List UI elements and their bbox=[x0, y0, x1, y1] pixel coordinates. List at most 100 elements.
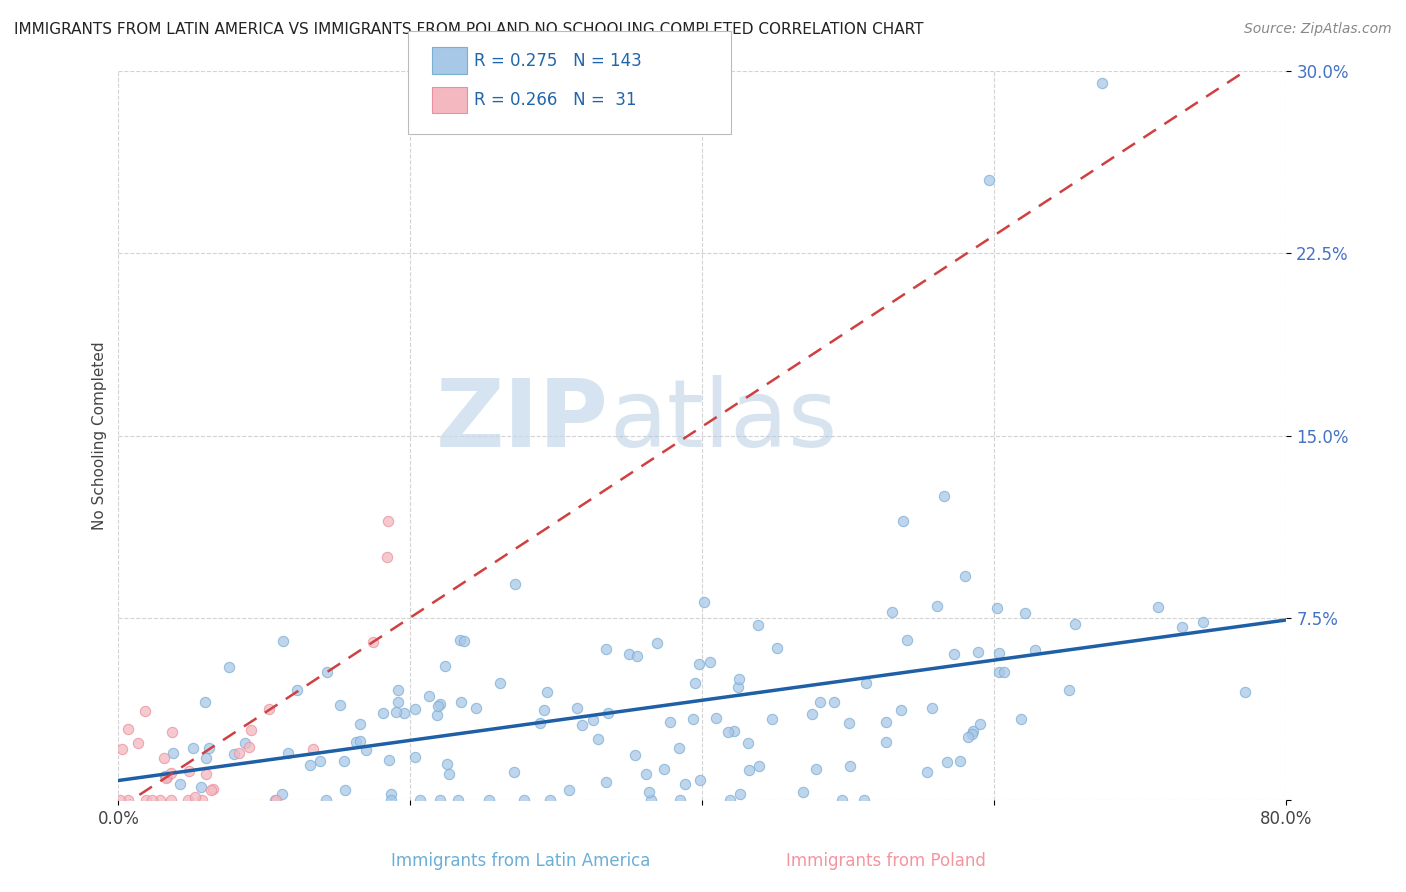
Point bbox=[437, 766, 460, 780]
Point bbox=[728, 788, 751, 802]
Point bbox=[271, 633, 294, 648]
Point bbox=[449, 632, 471, 647]
Point bbox=[447, 793, 470, 807]
Point bbox=[436, 756, 458, 771]
Point bbox=[429, 793, 451, 807]
Point bbox=[513, 793, 536, 807]
Point bbox=[156, 770, 179, 784]
Point bbox=[596, 706, 619, 721]
Point bbox=[956, 730, 979, 744]
Point bbox=[638, 784, 661, 798]
Point bbox=[349, 733, 371, 747]
Point bbox=[1059, 683, 1081, 698]
Point bbox=[197, 741, 219, 756]
Point bbox=[202, 781, 225, 796]
Point bbox=[378, 753, 401, 767]
Point bbox=[704, 711, 727, 725]
Point bbox=[329, 698, 352, 712]
Point bbox=[953, 568, 976, 582]
Point bbox=[586, 731, 609, 746]
Point bbox=[932, 490, 955, 504]
Point bbox=[308, 754, 330, 768]
Point bbox=[668, 740, 690, 755]
Point bbox=[748, 758, 770, 772]
Point bbox=[987, 665, 1010, 680]
Point bbox=[855, 676, 877, 690]
Point bbox=[728, 672, 751, 686]
Point bbox=[658, 715, 681, 730]
Point bbox=[271, 787, 294, 801]
Point bbox=[738, 763, 761, 777]
Point bbox=[134, 704, 156, 718]
Point bbox=[875, 714, 897, 729]
Point bbox=[792, 785, 814, 799]
Point bbox=[235, 736, 257, 750]
Text: Immigrants from Poland: Immigrants from Poland bbox=[786, 852, 986, 870]
Point bbox=[831, 793, 853, 807]
Point bbox=[979, 173, 1001, 187]
Point bbox=[624, 747, 647, 762]
Point bbox=[682, 713, 704, 727]
Text: R = 0.266   N =  31: R = 0.266 N = 31 bbox=[474, 91, 637, 109]
Point bbox=[434, 659, 457, 673]
Point bbox=[801, 706, 824, 721]
Point bbox=[177, 793, 200, 807]
Point bbox=[949, 754, 972, 768]
Point bbox=[478, 793, 501, 807]
Point bbox=[117, 793, 139, 807]
Point bbox=[363, 635, 385, 649]
Point bbox=[565, 701, 588, 715]
Point bbox=[380, 787, 402, 801]
Point bbox=[127, 736, 149, 750]
Point bbox=[896, 632, 918, 647]
Point bbox=[190, 780, 212, 795]
Point bbox=[418, 690, 440, 704]
Point bbox=[302, 741, 325, 756]
Point bbox=[582, 713, 605, 727]
Point bbox=[162, 746, 184, 760]
Point bbox=[155, 771, 177, 785]
Point bbox=[135, 793, 157, 807]
Point bbox=[645, 636, 668, 650]
Point bbox=[804, 762, 827, 776]
Point bbox=[669, 793, 692, 807]
Text: IMMIGRANTS FROM LATIN AMERICA VS IMMIGRANTS FROM POLAND NO SCHOOLING COMPLETED C: IMMIGRANTS FROM LATIN AMERICA VS IMMIGRA… bbox=[14, 22, 924, 37]
Text: Immigrants from Latin America: Immigrants from Latin America bbox=[391, 852, 650, 870]
Point bbox=[169, 777, 191, 791]
Text: ZIP: ZIP bbox=[436, 375, 609, 467]
Point bbox=[285, 682, 308, 697]
Point bbox=[617, 647, 640, 661]
Point bbox=[891, 514, 914, 528]
Point bbox=[737, 736, 759, 750]
Point bbox=[387, 694, 409, 708]
Point bbox=[162, 725, 184, 739]
Point bbox=[1091, 76, 1114, 90]
Point bbox=[839, 759, 862, 773]
Point bbox=[962, 724, 984, 739]
Point bbox=[408, 793, 430, 807]
Point bbox=[218, 660, 240, 674]
Point bbox=[384, 705, 406, 719]
Point bbox=[529, 716, 551, 731]
Point bbox=[344, 735, 367, 749]
Point bbox=[988, 646, 1011, 660]
Point bbox=[502, 765, 524, 780]
Point bbox=[1024, 643, 1046, 657]
Point bbox=[299, 758, 322, 772]
Point bbox=[503, 576, 526, 591]
Point bbox=[852, 793, 875, 807]
Point bbox=[405, 750, 427, 764]
Point bbox=[333, 755, 356, 769]
Point bbox=[426, 708, 449, 723]
Point bbox=[194, 751, 217, 765]
Point bbox=[141, 793, 163, 807]
Point bbox=[117, 723, 139, 737]
Point bbox=[1064, 616, 1087, 631]
Point bbox=[155, 769, 177, 783]
Point bbox=[685, 676, 707, 690]
Point bbox=[571, 718, 593, 732]
Point bbox=[626, 648, 648, 663]
Point bbox=[404, 702, 426, 716]
Point bbox=[533, 703, 555, 717]
Point bbox=[723, 724, 745, 739]
